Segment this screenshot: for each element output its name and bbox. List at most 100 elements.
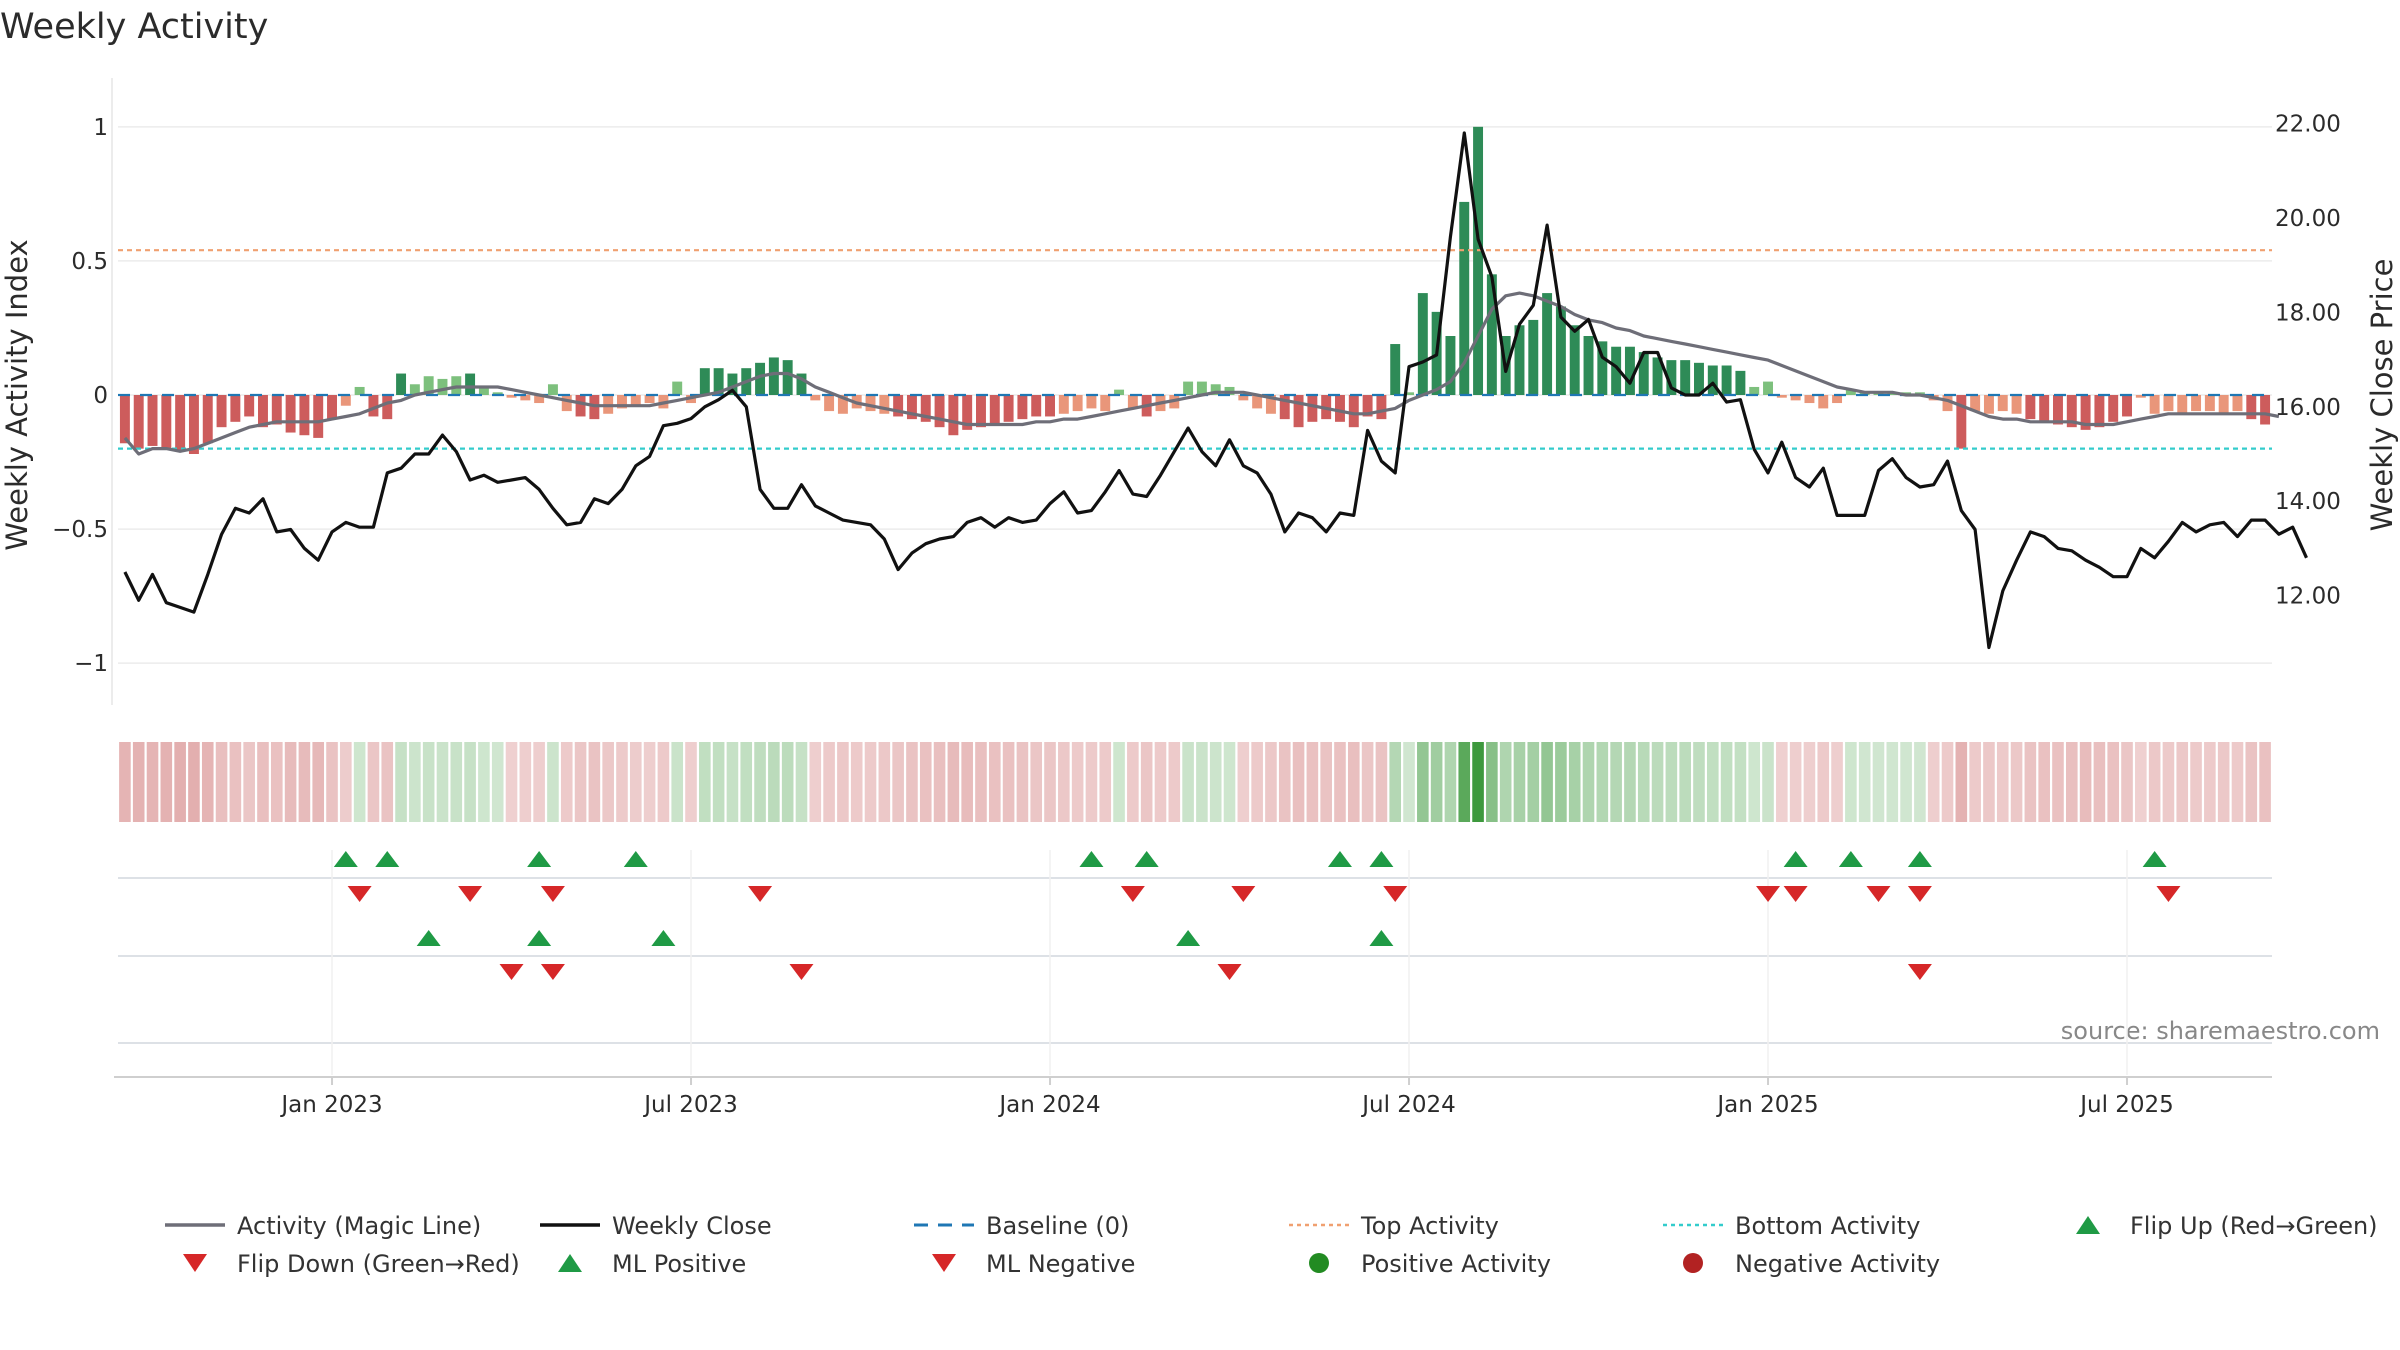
activity-bar <box>202 395 213 444</box>
activity-bar <box>962 395 973 430</box>
activity-strip-cell <box>1914 742 1926 822</box>
activity-strip-cell <box>1610 742 1622 822</box>
activity-strip-cell <box>1403 742 1415 822</box>
flip-down-marker <box>458 886 483 902</box>
activity-strip-cell <box>1499 742 1512 822</box>
activity-strip-cell <box>2217 742 2230 822</box>
activity-bar <box>1086 395 1097 409</box>
activity-strip-cell <box>326 742 338 822</box>
activity-bar <box>1031 395 1042 417</box>
activity-bar <box>244 395 255 417</box>
activity-bar <box>506 395 517 398</box>
activity-strip-cell <box>519 742 532 822</box>
activity-bar <box>2011 395 2022 414</box>
activity-strip-cell <box>1140 742 1153 822</box>
legend-item: Flip Up (Red→Green) <box>2076 1212 2378 1240</box>
activity-strip-cell <box>1030 742 1043 822</box>
activity-bar <box>2039 395 2050 422</box>
legend-swatch-circle <box>1683 1253 1703 1273</box>
activity-bar <box>755 362 766 395</box>
activity-strip-cell <box>1154 742 1167 822</box>
activity-bar <box>2218 395 2229 414</box>
activity-strip-cell <box>1596 742 1609 822</box>
legend-item: Bottom Activity <box>1663 1212 1920 1240</box>
activity-bar <box>1680 360 1691 395</box>
flip-down-marker <box>1120 886 1145 902</box>
activity-strip-cell <box>464 742 476 822</box>
activity-strip-cell <box>1927 742 1940 822</box>
activity-strip-cell <box>1361 742 1374 822</box>
activity-bar <box>1196 381 1207 395</box>
flip-up-marker <box>1783 851 1808 867</box>
activity-bar <box>1942 395 1953 412</box>
legend-item: Weekly Close <box>540 1212 772 1240</box>
flip-up-marker <box>1838 851 1863 867</box>
activity-bar <box>423 376 434 395</box>
activity-bar <box>2177 395 2188 414</box>
activity-bar <box>2191 395 2202 412</box>
activity-strip-cell <box>1251 742 1263 822</box>
right-tick-label: 14.00 <box>2275 489 2341 515</box>
activity-strip-cell <box>132 742 145 822</box>
activity-bar <box>2204 395 2215 412</box>
activity-bar <box>2108 395 2119 422</box>
activity-bar <box>271 395 282 425</box>
activity-bar <box>492 392 503 395</box>
ml-positive-marker <box>527 930 552 946</box>
activity-strip-cell <box>2107 742 2120 822</box>
activity-strip-cell <box>478 742 490 822</box>
activity-bar <box>382 395 393 420</box>
activity-strip-cell <box>1223 742 1236 822</box>
activity-strip-cell <box>243 742 255 822</box>
activity-strip-cell <box>2231 742 2244 822</box>
flip-up-marker <box>1079 851 1104 867</box>
activity-strip-cell <box>1237 742 1250 822</box>
activity-strip-cell <box>1016 742 1029 822</box>
activity-bar <box>1832 395 1843 404</box>
activity-bar <box>437 378 448 395</box>
activity-bar <box>147 395 158 446</box>
activity-strip-cell <box>588 742 601 822</box>
activity-bar <box>133 395 144 449</box>
activity-strip-cell <box>878 742 891 822</box>
activity-strip-cell <box>602 742 614 822</box>
activity-bar <box>2232 395 2243 412</box>
legend-label: Bottom Activity <box>1735 1212 1920 1240</box>
x-tick-label: Jul 2023 <box>642 1092 738 1118</box>
activity-strip-cell <box>2204 742 2216 822</box>
activity-strip-cell <box>1872 742 1885 822</box>
legend-swatch-triangle-down <box>183 1254 207 1272</box>
activity-bar <box>934 395 945 428</box>
activity-bar <box>879 395 890 414</box>
activity-bar <box>2025 395 2036 420</box>
activity-strip-cell <box>1071 742 1084 822</box>
activity-strip-cell <box>1044 742 1056 822</box>
activity-bar <box>824 395 835 412</box>
activity-bar <box>1445 336 1456 395</box>
activity-bar <box>2246 395 2257 420</box>
left-tick-label: 1 <box>93 115 108 141</box>
activity-bar <box>534 395 545 404</box>
activity-bar <box>340 395 351 406</box>
activity-bar <box>1624 346 1635 395</box>
activity-bar <box>1127 395 1138 409</box>
activity-bar <box>1252 395 1263 409</box>
activity-strip-cell <box>1651 742 1664 822</box>
activity-bar <box>782 360 793 395</box>
activity-strip-cell <box>257 742 269 822</box>
activity-strip-cell <box>1831 742 1843 822</box>
ml-negative-marker <box>540 964 565 980</box>
activity-strip-cell <box>2065 742 2078 822</box>
activity-strip-cell <box>795 742 808 822</box>
legend-swatch-triangle-up <box>2076 1216 2100 1234</box>
activity-bar <box>810 395 821 401</box>
activity-strip-cell <box>284 742 297 822</box>
legend-label: Baseline (0) <box>986 1212 1129 1240</box>
activity-strip-cell <box>2079 742 2092 822</box>
activity-strip-cell <box>2121 742 2133 822</box>
activity-bar <box>617 395 627 409</box>
activity-strip-cell <box>726 742 739 822</box>
x-axis: Jan 2023 Jul 2023 Jan 2024 Jul 2024 Jan 2025… <box>114 1076 2272 1118</box>
activity-strip-cell <box>2259 742 2271 822</box>
activity-strip-cell <box>560 742 573 822</box>
